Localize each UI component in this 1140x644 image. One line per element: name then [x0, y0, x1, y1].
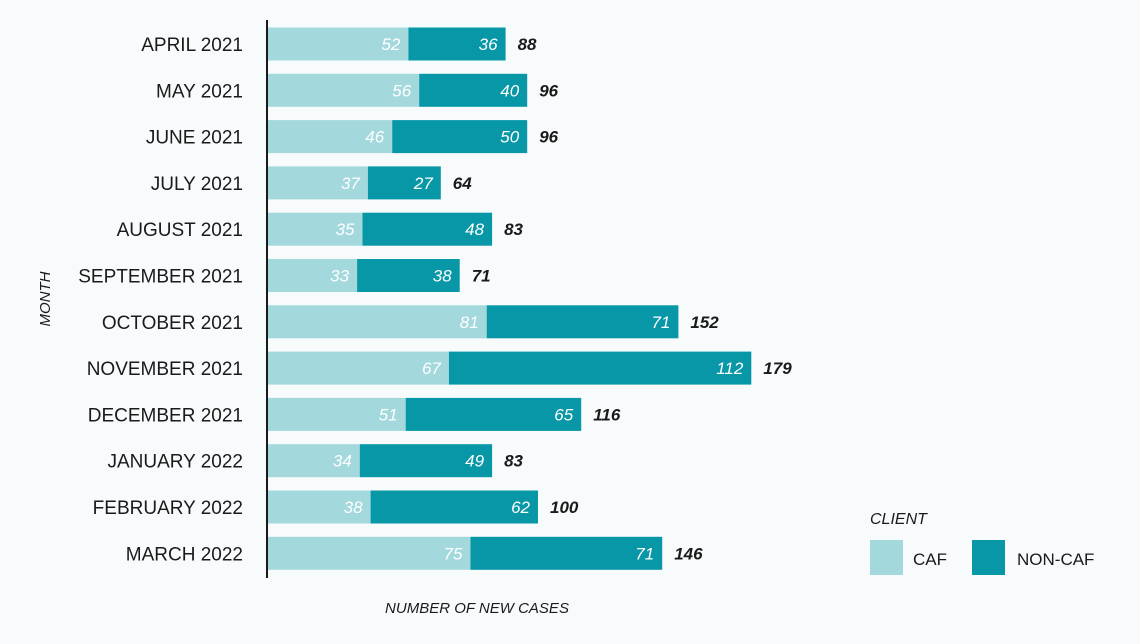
value-label-caf-june-2021: 46 [365, 128, 384, 147]
bar-caf-november-2021 [268, 351, 449, 385]
value-label-caf-september-2021: 33 [330, 267, 349, 286]
bar-caf-february-2022 [268, 490, 371, 524]
value-label-non-caf-february-2022: 62 [511, 498, 530, 517]
value-label-caf-november-2021: 67 [422, 359, 441, 378]
value-label-non-caf-december-2021: 65 [554, 405, 573, 424]
category-label-april-2021: APRIL 2021 [141, 35, 243, 56]
bar-non-caf-november-2021 [448, 351, 752, 385]
bar-non-caf-january-2022 [359, 444, 493, 478]
legend-swatch-non-caf [972, 540, 1005, 575]
category-label-march-2022: MARCH 2022 [126, 544, 243, 565]
bar-non-caf-march-2022 [470, 536, 663, 570]
bar-non-caf-july-2021 [367, 166, 441, 200]
category-label-november-2021: NOVEMBER 2021 [87, 359, 243, 380]
bar-non-caf-june-2021 [392, 120, 528, 154]
bar-non-caf-february-2022 [370, 490, 538, 524]
category-label-february-2022: FEBRUARY 2022 [93, 498, 243, 519]
category-label-october-2021: OCTOBER 2021 [102, 313, 243, 334]
value-label-non-caf-september-2021: 38 [433, 267, 452, 286]
category-label-july-2021: JULY 2021 [151, 174, 243, 195]
value-label-non-caf-april-2021: 36 [479, 35, 498, 54]
legend: CLIENT CAF NON-CAF [870, 511, 1094, 575]
legend-label-caf: CAF [913, 550, 947, 569]
value-label-caf-april-2021: 52 [381, 35, 400, 54]
value-label-caf-august-2021: 35 [336, 220, 355, 239]
value-label-caf-february-2022: 38 [344, 498, 363, 517]
value-label-non-caf-march-2022: 71 [635, 544, 654, 563]
value-label-caf-january-2022: 34 [333, 452, 352, 471]
total-label-february-2022: 100 [550, 498, 579, 517]
value-label-non-caf-july-2021: 27 [413, 174, 433, 193]
bar-caf-august-2021 [268, 212, 363, 246]
bar-non-caf-september-2021 [357, 259, 460, 292]
bar-caf-october-2021 [268, 305, 487, 339]
bar-caf-july-2021 [268, 166, 368, 200]
bar-non-caf-april-2021 [408, 27, 506, 61]
total-label-november-2021: 179 [763, 359, 792, 378]
value-label-non-caf-november-2021: 112 [716, 359, 744, 378]
legend-label-non-caf: NON-CAF [1017, 550, 1094, 569]
bar-caf-december-2021 [268, 397, 406, 431]
bar-caf-march-2022 [268, 536, 471, 570]
total-label-october-2021: 152 [690, 313, 719, 332]
y-axis-title: MONTH [37, 271, 54, 326]
value-label-non-caf-october-2021: 71 [651, 313, 670, 332]
value-label-caf-may-2021: 56 [392, 81, 411, 100]
total-label-august-2021: 83 [504, 220, 523, 239]
total-label-april-2021: 88 [518, 35, 537, 54]
total-label-january-2022: 83 [504, 452, 523, 471]
total-label-may-2021: 96 [539, 81, 558, 100]
bar-caf-may-2021 [268, 73, 420, 107]
bar-non-caf-may-2021 [419, 73, 528, 107]
category-label-september-2021: SEPTEMBER 2021 [78, 267, 243, 288]
value-label-non-caf-august-2021: 48 [465, 220, 484, 239]
value-label-caf-december-2021: 51 [379, 405, 398, 424]
total-label-december-2021: 116 [593, 405, 621, 424]
category-label-august-2021: AUGUST 2021 [117, 220, 243, 241]
bar-non-caf-august-2021 [362, 212, 493, 246]
category-label-june-2021: JUNE 2021 [146, 128, 243, 149]
bar-non-caf-october-2021 [486, 305, 679, 339]
category-label-december-2021: DECEMBER 2021 [88, 405, 243, 426]
value-label-non-caf-january-2022: 49 [465, 452, 484, 471]
bar-caf-june-2021 [268, 120, 393, 154]
value-label-caf-march-2022: 75 [444, 544, 463, 563]
legend-title: CLIENT [870, 511, 928, 528]
value-label-non-caf-may-2021: 40 [500, 81, 519, 100]
bar-caf-april-2021 [268, 27, 409, 61]
bar-non-caf-december-2021 [405, 397, 582, 431]
total-label-september-2021: 71 [472, 267, 491, 286]
value-label-caf-july-2021: 37 [341, 174, 360, 193]
total-label-july-2021: 64 [453, 174, 472, 193]
category-label-january-2022: JANUARY 2022 [107, 452, 243, 473]
bars-layer: APRIL 2021 52 36 88 MAY 2021 56 40 96 JUNE 2021 4… [78, 27, 792, 570]
bar-caf-september-2021 [268, 259, 358, 292]
value-label-non-caf-june-2021: 50 [500, 128, 519, 147]
value-label-caf-october-2021: 81 [460, 313, 479, 332]
total-label-march-2022: 146 [674, 544, 703, 563]
x-axis-title: NUMBER OF NEW CASES [385, 600, 569, 617]
total-label-june-2021: 96 [539, 128, 558, 147]
bar-caf-january-2022 [268, 444, 360, 478]
legend-swatch-caf [870, 540, 903, 575]
category-label-may-2021: MAY 2021 [156, 81, 243, 102]
